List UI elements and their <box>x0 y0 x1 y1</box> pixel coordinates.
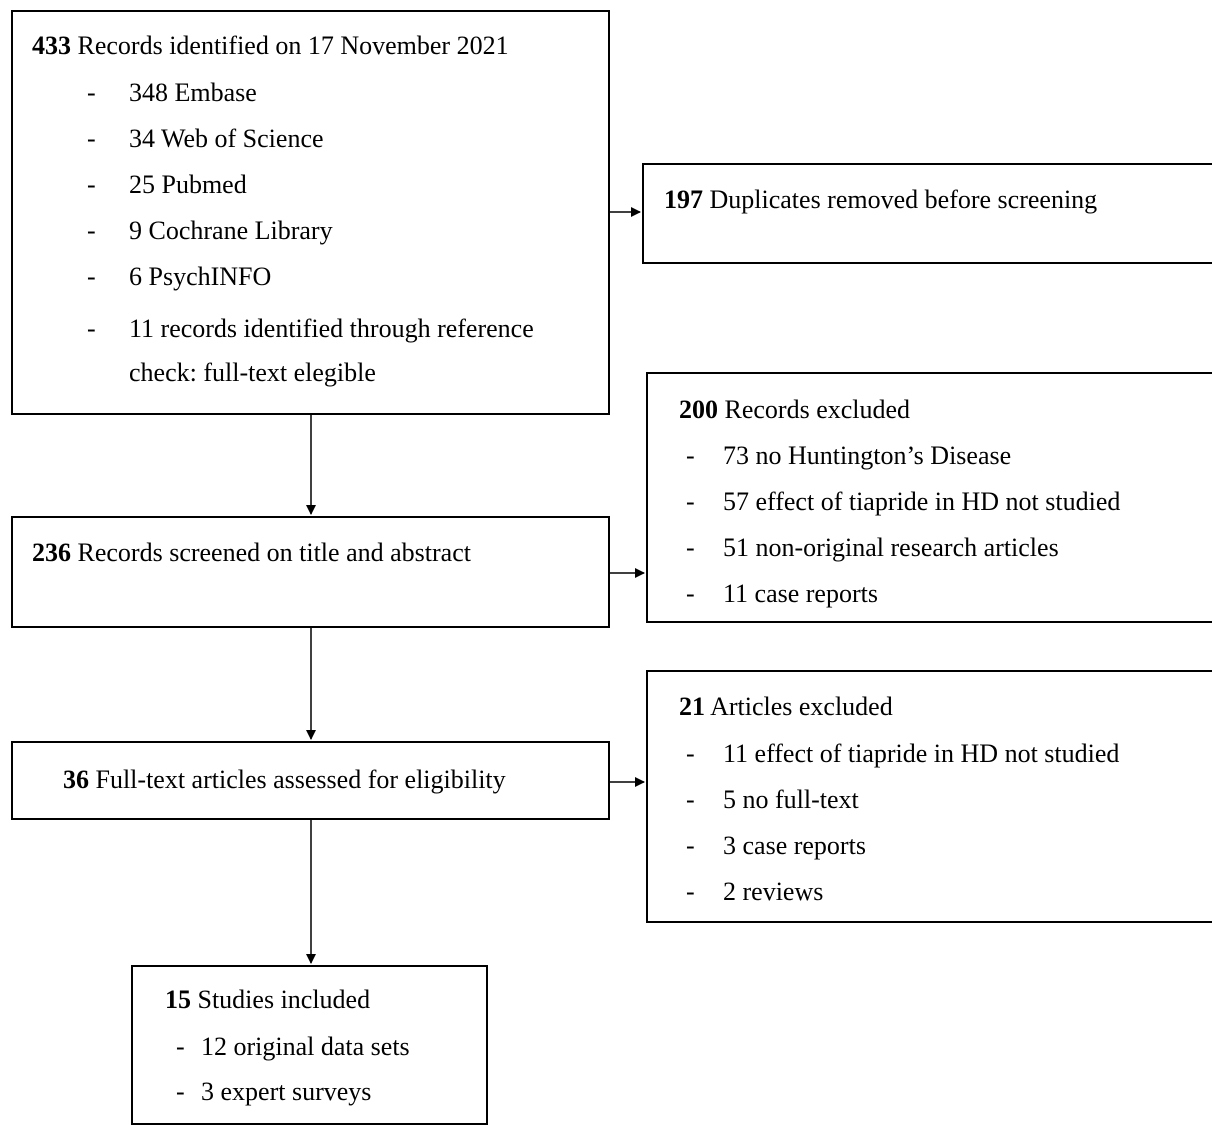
duplicates-count: 197 <box>664 185 703 214</box>
articles-excluded-label: Articles excluded <box>710 692 893 721</box>
included-title: 15 Studies included <box>165 987 370 1013</box>
dash: - <box>686 441 695 470</box>
screened-text: 236 Records screened on title and abstra… <box>32 540 471 566</box>
fulltext-label: Full-text articles assessed for eligibil… <box>95 765 506 794</box>
excluded-reason: 11 case reports <box>723 579 878 608</box>
dash: - <box>176 1032 185 1061</box>
records-excluded-count: 200 <box>679 395 718 424</box>
dash: - <box>87 262 96 291</box>
included-count: 15 <box>165 985 191 1014</box>
duplicates-box <box>642 163 1212 264</box>
excluded-reason: 51 non-original research articles <box>723 533 1059 562</box>
dash: - <box>686 877 695 906</box>
records-identified-label: Records identified on 17 November 2021 <box>77 31 509 60</box>
screened-count: 236 <box>32 538 71 567</box>
excluded-article-reason: 2 reviews <box>723 877 824 906</box>
source-pubmed: 25 Pubmed <box>129 170 247 199</box>
screened-label: Records screened on title and abstract <box>77 538 471 567</box>
excluded-reason: 57 effect of tiapride in HD not studied <box>723 487 1121 516</box>
records-excluded-box <box>646 372 1212 623</box>
dash: - <box>686 831 695 860</box>
dash: - <box>87 314 96 343</box>
included-item: 12 original data sets <box>201 1032 410 1061</box>
excluded-article-reason: 3 case reports <box>723 831 866 860</box>
fulltext-box <box>11 741 610 820</box>
excluded-reason: 73 no Huntington’s Disease <box>723 441 1012 470</box>
reference-check-line1: 11 records identified through reference <box>129 314 534 343</box>
source-embase: 348 Embase <box>129 78 257 107</box>
records-identified-count: 433 <box>32 31 71 60</box>
source-cochrane: 9 Cochrane Library <box>129 216 333 245</box>
dash: - <box>87 124 96 153</box>
included-label: Studies included <box>197 985 371 1014</box>
records-excluded-label: Records excluded <box>724 395 911 424</box>
duplicates-label: Duplicates removed before screening <box>709 185 1098 214</box>
articles-excluded-title: 21 Articles excluded <box>679 694 893 720</box>
dash: - <box>686 533 695 562</box>
dash: - <box>686 487 695 516</box>
screened-box <box>11 516 610 628</box>
dash: - <box>176 1077 185 1106</box>
fulltext-text: 36 Full-text articles assessed for eligi… <box>63 767 506 793</box>
reference-check-line2: check: full-text elegible <box>129 358 376 387</box>
dash: - <box>87 216 96 245</box>
source-psychinfo: 6 PsychINFO <box>129 262 272 291</box>
excluded-article-reason: 11 effect of tiapride in HD not studied <box>723 739 1120 768</box>
records-identified-title: 433 Records identified on 17 November 20… <box>32 33 509 59</box>
source-web-of-science: 34 Web of Science <box>129 124 324 153</box>
dash: - <box>87 170 96 199</box>
dash: - <box>686 785 695 814</box>
articles-excluded-box <box>646 670 1212 923</box>
dash: - <box>686 579 695 608</box>
dash: - <box>87 78 96 107</box>
excluded-article-reason: 5 no full-text <box>723 785 859 814</box>
included-item: 3 expert surveys <box>201 1077 372 1106</box>
duplicates-text: 197 Duplicates removed before screening <box>664 187 1097 213</box>
records-identified-box <box>11 10 610 415</box>
fulltext-count: 36 <box>63 765 89 794</box>
dash: - <box>686 739 695 768</box>
articles-excluded-count: 21 <box>679 692 705 721</box>
records-excluded-title: 200 Records excluded <box>679 397 910 423</box>
